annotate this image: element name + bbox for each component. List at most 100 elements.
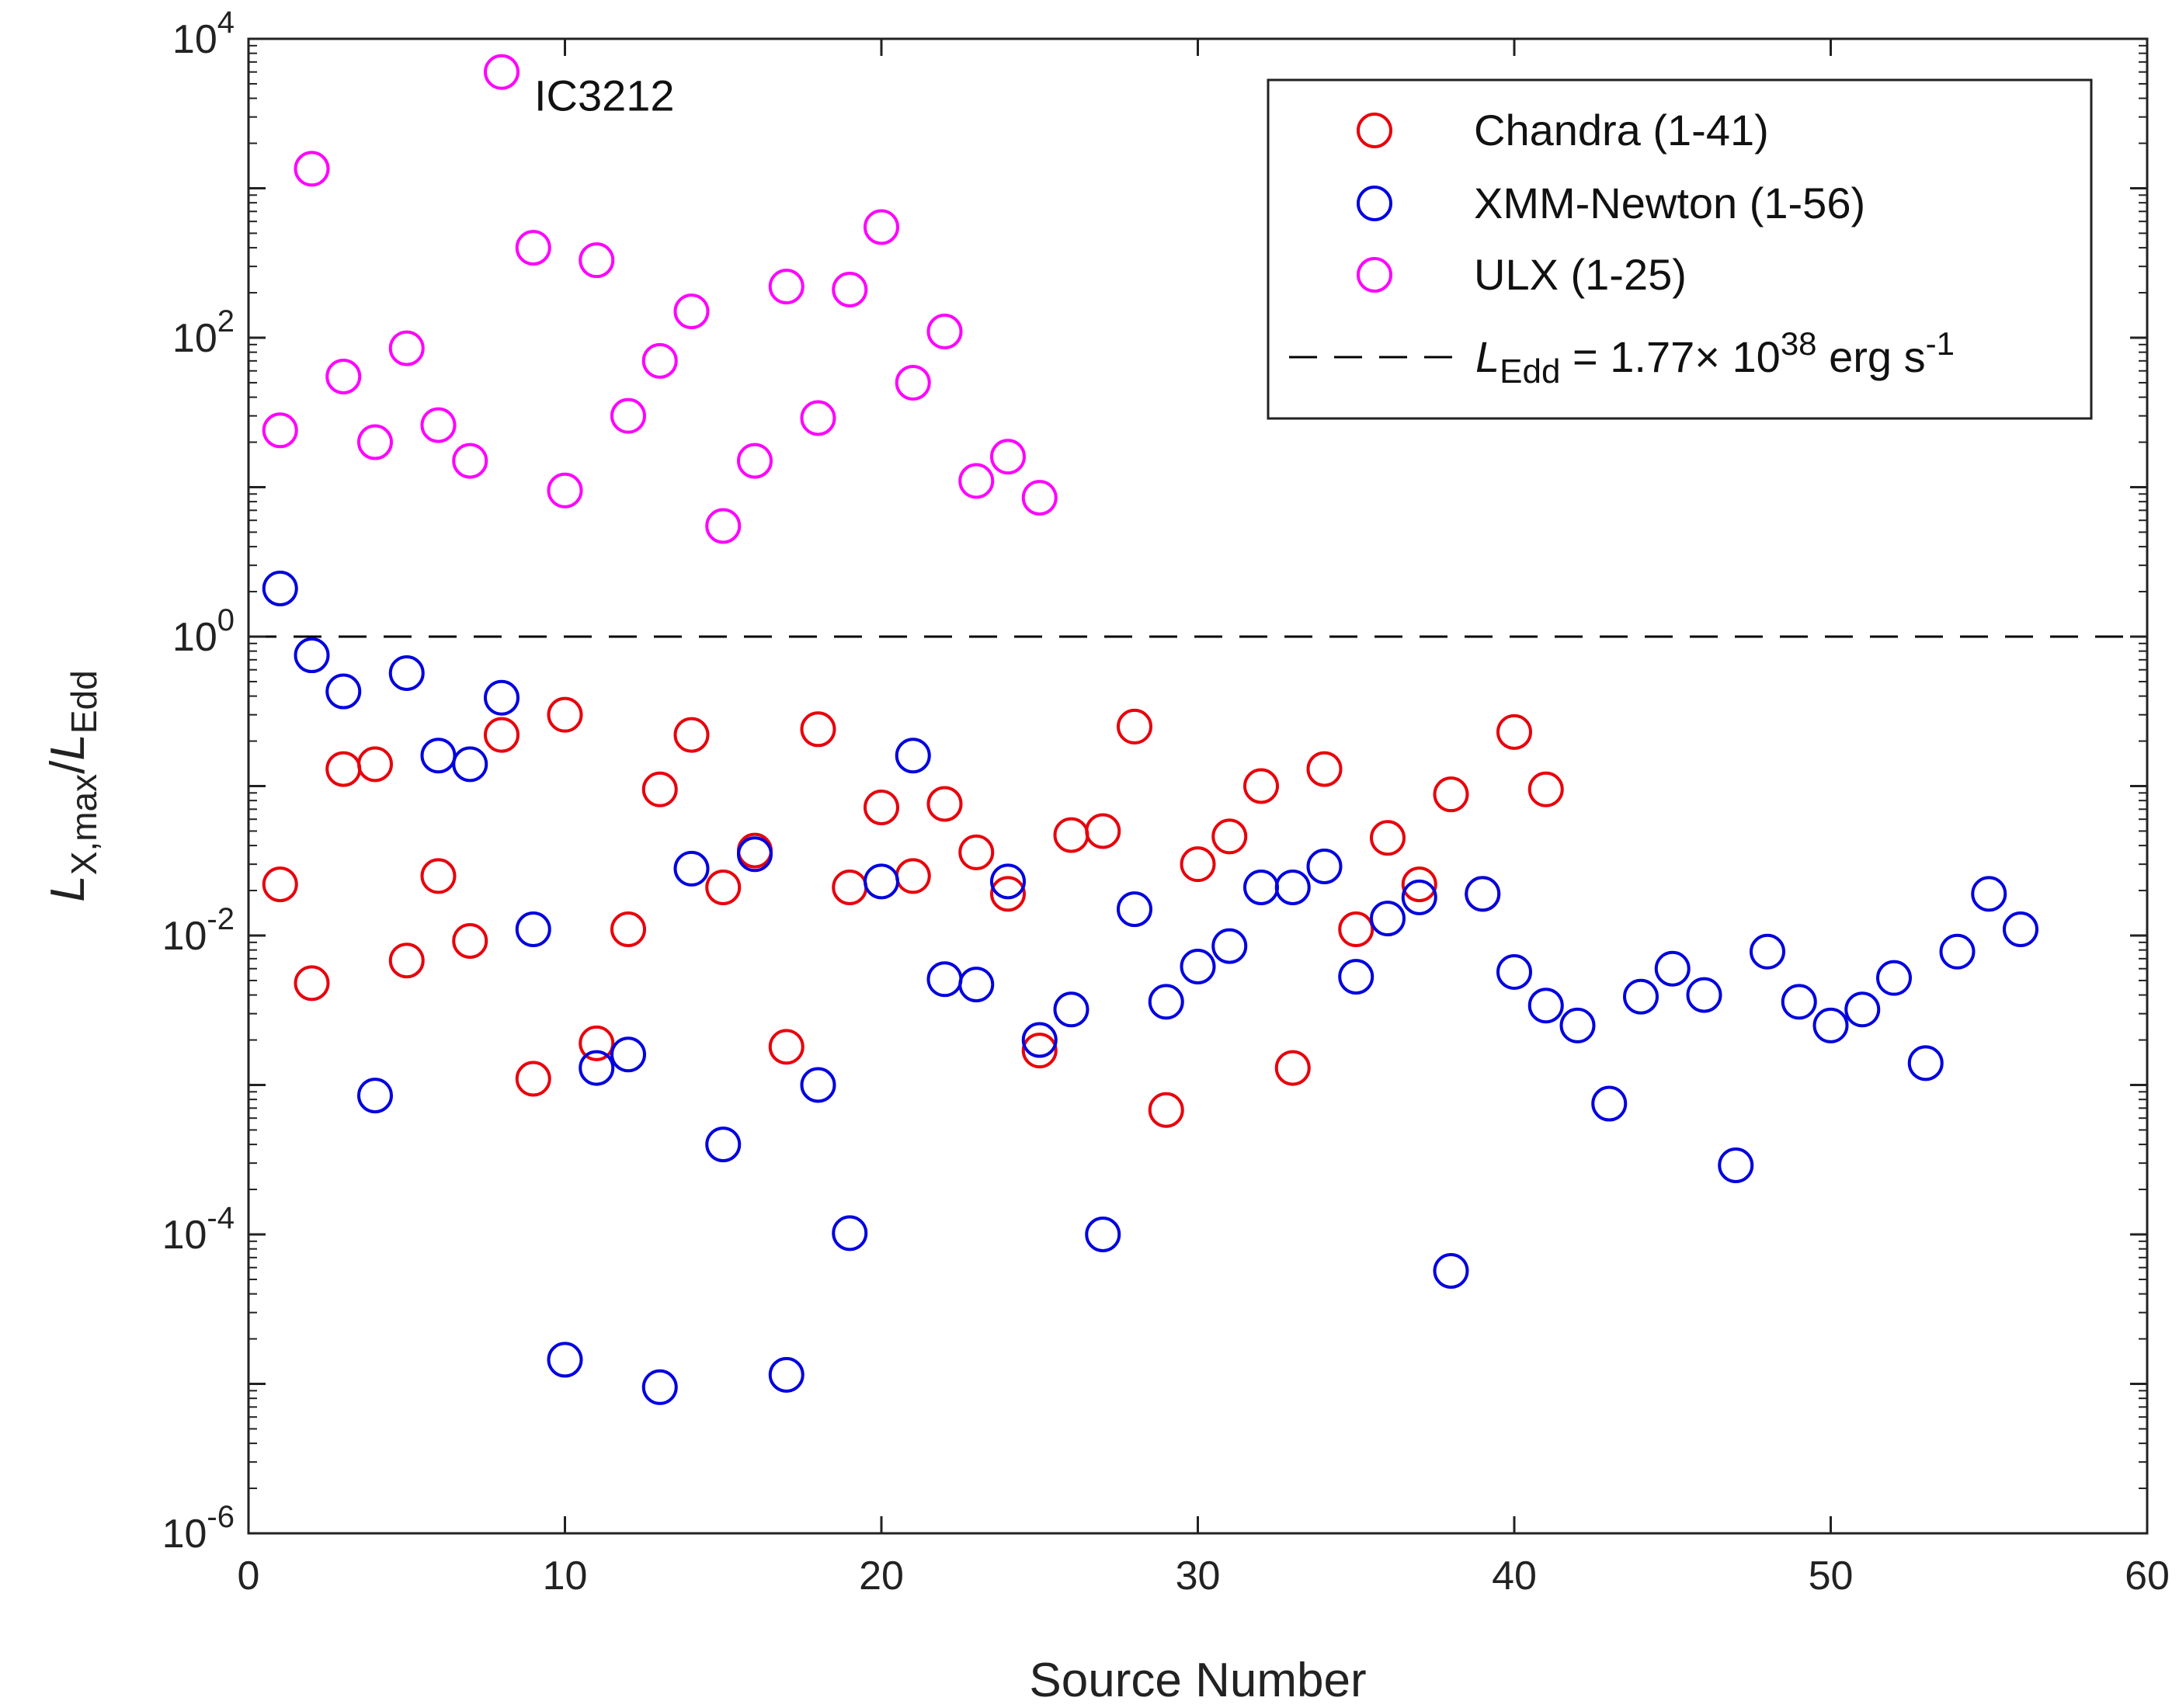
data-point <box>515 230 551 266</box>
y-tick-exponent: 2 <box>217 304 235 338</box>
data-point <box>800 1067 836 1103</box>
data-point <box>864 863 899 900</box>
data-point <box>357 1078 393 1114</box>
data-point <box>388 330 425 366</box>
y-tick-base: 10 <box>172 615 217 660</box>
data-point <box>420 407 457 443</box>
data-point <box>990 439 1026 475</box>
legend-label-ulx: ULX (1-25) <box>1474 250 1687 299</box>
data-point <box>262 570 298 606</box>
data-point <box>1939 933 1976 970</box>
data-point <box>1338 911 1374 948</box>
data-point <box>515 1061 551 1097</box>
y-title-denom-sub: Edd <box>64 670 104 734</box>
data-point <box>895 738 931 774</box>
data-point <box>1274 1050 1311 1086</box>
y-title-main-sub: X,max <box>64 774 104 875</box>
data-point <box>1053 817 1090 853</box>
x-tick-label: 60 <box>2125 1554 2170 1599</box>
data-point <box>357 424 393 460</box>
data-point <box>1306 848 1343 884</box>
data-point <box>2003 911 2038 948</box>
data-point <box>705 508 742 544</box>
data-point <box>1338 959 1374 995</box>
data-point <box>1180 846 1216 883</box>
data-point <box>610 397 646 434</box>
data-point <box>1021 1022 1058 1058</box>
data-point <box>452 443 488 479</box>
data-point <box>926 314 963 350</box>
data-point <box>1053 991 1090 1028</box>
data-point <box>294 965 330 1002</box>
data-point <box>673 850 710 887</box>
y-tick-base: 10 <box>172 17 217 62</box>
data-point <box>895 364 931 401</box>
x-tick-label: 0 <box>238 1554 260 1599</box>
data-points <box>262 54 2038 1405</box>
data-point <box>484 54 520 90</box>
y-title-main: L <box>41 875 95 901</box>
legend-edd-unit-exp: -1 <box>1926 325 1955 362</box>
x-tick-label: 40 <box>1492 1554 1537 1599</box>
data-point <box>800 711 836 748</box>
data-point <box>864 789 899 825</box>
data-point <box>832 869 868 905</box>
data-point <box>864 209 899 245</box>
data-point <box>1243 869 1279 905</box>
series-xmm-newton <box>262 570 2038 1405</box>
y-tick-label: 10-2 <box>162 902 235 959</box>
data-point <box>1781 984 1817 1020</box>
data-point <box>673 293 710 330</box>
legend-edd-mid: = 1.77× 10 <box>1560 332 1780 381</box>
data-point <box>641 1369 678 1405</box>
y-axis-title: LX,max/LEdd <box>41 670 104 901</box>
data-point <box>1021 1033 1058 1069</box>
data-point <box>673 717 710 753</box>
data-point <box>262 866 298 903</box>
y-tick-base: 10 <box>162 914 207 959</box>
data-point <box>1180 948 1216 984</box>
data-point <box>1496 713 1532 750</box>
x-axis-title: Source Number <box>1029 1654 1366 1707</box>
data-point <box>579 1025 615 1061</box>
data-point <box>1370 901 1406 937</box>
y-tick-exponent: -2 <box>207 902 235 936</box>
data-point <box>958 463 995 499</box>
data-point <box>547 1342 583 1378</box>
data-point <box>1021 480 1058 516</box>
y-title-slash: / <box>41 760 95 774</box>
data-point <box>388 654 425 691</box>
data-point <box>1907 1045 1944 1081</box>
data-point <box>705 869 742 905</box>
legend-label-eddington: LEdd = 1.77× 1038 erg s-1 <box>1475 325 1955 391</box>
data-point <box>832 1215 868 1251</box>
data-point <box>1211 818 1248 855</box>
data-point <box>1559 1007 1596 1043</box>
data-point <box>1465 876 1501 912</box>
data-point <box>1401 866 1437 903</box>
data-point <box>1750 933 1785 970</box>
y-tick-exponent: -6 <box>207 1500 235 1534</box>
data-point <box>579 242 615 279</box>
legend-edd-unit: erg s <box>1817 332 1926 381</box>
data-point <box>1085 813 1121 849</box>
data-point <box>1243 768 1279 804</box>
data-point <box>705 1127 742 1163</box>
data-point <box>484 717 520 753</box>
y-tick-base: 10 <box>172 316 217 361</box>
data-point <box>1148 984 1184 1020</box>
legend-marker <box>1357 257 1392 293</box>
data-point <box>1971 876 2007 912</box>
data-point <box>990 863 1026 900</box>
y-tick-exponent: 4 <box>217 5 235 40</box>
x-tick-label: 30 <box>1176 1554 1221 1599</box>
data-point <box>1370 820 1406 856</box>
data-point <box>800 400 836 436</box>
data-point <box>768 269 805 305</box>
data-point <box>1211 928 1248 964</box>
data-point <box>1496 953 1532 990</box>
x-tick-label: 20 <box>859 1554 904 1599</box>
series-ulx <box>262 54 1058 544</box>
